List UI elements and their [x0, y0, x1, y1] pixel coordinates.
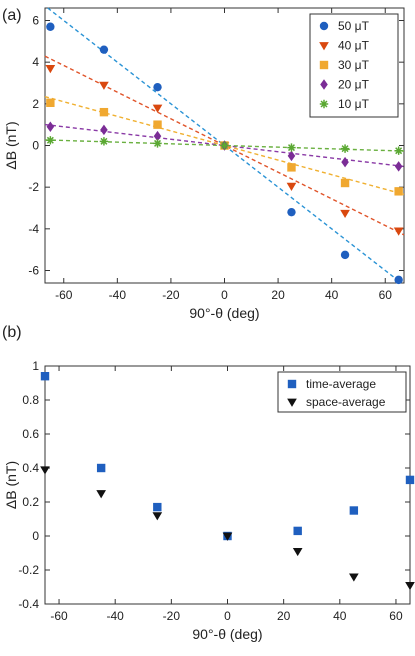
legend-marker — [319, 60, 329, 70]
x-tick-label: -60 — [55, 288, 73, 302]
data-point — [349, 506, 359, 515]
data-point — [46, 136, 55, 145]
data-point — [99, 137, 109, 146]
legend-entry-label: 50 μT — [338, 19, 370, 33]
legend-marker — [287, 398, 297, 407]
y-tick-label: -4 — [28, 222, 39, 236]
x-axis-label: 90°-θ (deg) — [192, 626, 262, 642]
x-tick-label: 60 — [379, 288, 393, 302]
data-point — [153, 139, 162, 148]
legend-entry-label: 10 μT — [338, 97, 370, 111]
data-point — [152, 512, 163, 521]
y-tick-label: 0.8 — [22, 393, 39, 407]
data-point — [293, 526, 302, 536]
data-point — [46, 121, 55, 132]
x-tick-label: -40 — [107, 609, 125, 623]
legend-marker — [319, 21, 329, 31]
data-point — [287, 163, 296, 172]
fit-line — [47, 7, 402, 284]
x-tick-label: -20 — [162, 288, 180, 302]
data-point — [46, 98, 55, 107]
data-point — [287, 207, 296, 217]
data-point — [394, 161, 403, 172]
y-tick-label: 0.2 — [22, 495, 39, 509]
y-axis-label: ΔB (nT) — [3, 461, 19, 509]
y-tick-label: 2 — [32, 97, 39, 111]
y-tick-label: -0.4 — [18, 597, 39, 611]
data-point — [340, 178, 350, 188]
data-point — [340, 144, 350, 153]
data-point — [100, 124, 108, 136]
data-point — [153, 502, 162, 512]
data-point — [405, 581, 415, 591]
x-tick-label: 60 — [389, 609, 403, 623]
x-tick-label: 20 — [271, 288, 285, 302]
y-tick-label: 0.6 — [22, 427, 39, 441]
data-point — [292, 547, 303, 557]
y-tick-label: 0.4 — [22, 461, 39, 475]
data-point — [152, 104, 163, 113]
data-point — [349, 573, 359, 582]
data-point — [45, 65, 56, 74]
data-point — [96, 490, 106, 499]
data-point — [153, 82, 162, 92]
data-point — [96, 463, 106, 473]
x-tick-label: -40 — [109, 288, 127, 302]
data-point — [394, 187, 403, 196]
y-tick-label: 4 — [32, 55, 39, 69]
data-point — [153, 130, 162, 142]
y-tick-label: 0 — [32, 139, 39, 153]
data-point — [394, 275, 403, 285]
legend-marker — [319, 42, 329, 51]
data-point — [40, 372, 50, 381]
y-tick-label: -0.2 — [18, 563, 39, 577]
x-tick-label: 0 — [224, 609, 231, 623]
data-point — [287, 143, 296, 152]
y-tick-label: -6 — [28, 264, 39, 278]
x-axis-label: 90°-θ (deg) — [189, 305, 259, 321]
data-point — [46, 22, 55, 31]
data-point — [340, 250, 350, 260]
x-tick-label: -20 — [163, 609, 181, 623]
data-point — [394, 146, 403, 155]
legend-marker — [319, 99, 329, 109]
data-point — [220, 141, 229, 150]
y-axis-label: ΔB (nT) — [3, 121, 19, 169]
legend-marker — [287, 379, 297, 389]
panel-b-chart: (b) -60 -40 -20 0 20 40 60 -0.4 -0.2 0 0.2 0.4 0.6 0.… — [2, 324, 415, 642]
legend-entry-label: time-average — [306, 377, 376, 391]
y-tick-label: 6 — [32, 14, 39, 28]
y-tick-label: 0 — [32, 529, 39, 543]
panel-a-label: (a) — [2, 7, 22, 24]
data-point — [153, 120, 162, 129]
legend-box — [277, 371, 407, 413]
data-point — [99, 107, 109, 117]
data-point — [99, 45, 109, 54]
data-point — [40, 466, 50, 475]
data-point — [341, 156, 349, 168]
data-point — [393, 227, 404, 236]
x-tick-label: 0 — [221, 288, 228, 302]
data-point — [286, 182, 297, 191]
legend-entry-label: 20 μT — [338, 78, 370, 92]
data-point — [222, 532, 233, 541]
x-tick-label: 20 — [277, 609, 291, 623]
legend-entry-label: 40 μT — [338, 39, 370, 53]
data-point — [340, 209, 350, 219]
legend-entry-label: space-average — [306, 395, 386, 409]
y-tick-label: 1 — [32, 359, 39, 373]
x-tick-label: 40 — [333, 609, 347, 623]
y-tick-label: -2 — [28, 180, 39, 194]
panel-b-label: (b) — [2, 324, 22, 341]
x-tick-label: 40 — [325, 288, 339, 302]
data-point — [405, 475, 415, 485]
x-tick-label: -60 — [50, 609, 68, 623]
legend-marker — [320, 79, 328, 90]
data-point — [99, 81, 109, 90]
data-point — [287, 150, 296, 162]
legend-entry-label: 30 μT — [338, 58, 370, 72]
fit-line — [44, 95, 405, 196]
